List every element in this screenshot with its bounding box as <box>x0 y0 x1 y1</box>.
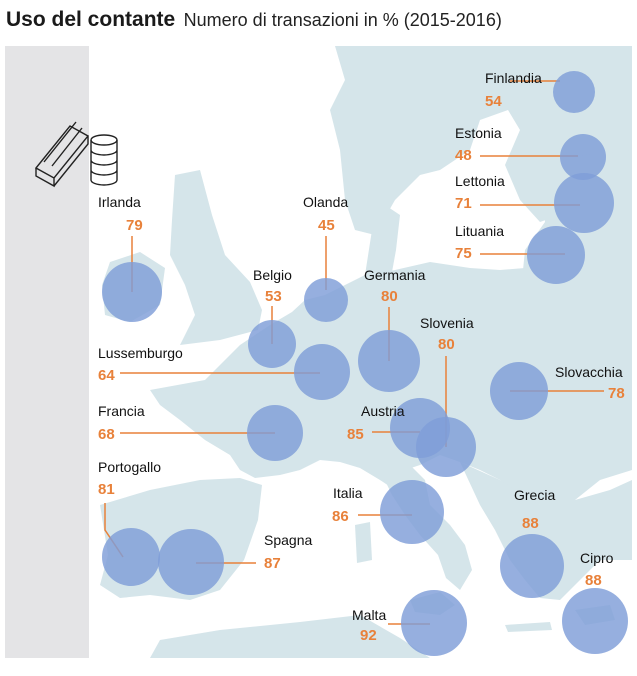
country-name-finlandia: Finlandia <box>485 70 542 86</box>
coin-stack-lines <box>90 140 118 186</box>
country-value-irlanda: 79 <box>126 217 143 234</box>
map-title: Uso del contante <box>6 8 176 31</box>
country-name-slovenia: Slovenia <box>420 315 474 331</box>
country-value-portogallo: 81 <box>98 481 115 498</box>
labels: Finlandia 54 Estonia 48 Lettonia 71 Lituania 75… <box>98 70 625 644</box>
country-value-slovacchia: 78 <box>608 385 625 402</box>
bubble-grecia <box>500 534 564 598</box>
cash-icon <box>34 121 118 188</box>
country-value-belgio: 53 <box>265 288 282 305</box>
land-great-britain <box>170 170 262 345</box>
country-value-finlandia: 54 <box>485 93 502 110</box>
country-name-lettonia: Lettonia <box>455 173 505 189</box>
country-value-malta: 92 <box>360 627 377 644</box>
bubble-lussemburgo <box>294 344 350 400</box>
bubble-lituania <box>527 226 585 284</box>
bubble-francia <box>247 405 303 461</box>
bubble-portogallo <box>102 528 160 586</box>
country-name-francia: Francia <box>98 403 145 419</box>
bubble-lettonia <box>554 173 614 233</box>
map-subtitle: Numero di transazioni in % (2015-2016) <box>183 10 502 30</box>
bubbles <box>102 71 628 656</box>
country-name-austria: Austria <box>361 403 405 419</box>
bubble-austria <box>390 398 450 458</box>
land-crete <box>505 622 552 632</box>
country-value-slovenia: 80 <box>438 336 455 353</box>
country-value-italia: 86 <box>332 508 349 525</box>
land-jutland <box>365 205 400 275</box>
country-value-estonia: 48 <box>455 147 472 164</box>
bubble-italia <box>380 480 444 544</box>
atlantic-panel <box>5 46 89 658</box>
country-value-germania: 80 <box>381 288 398 305</box>
country-name-spagna: Spagna <box>264 532 312 548</box>
bubble-finlandia <box>553 71 595 113</box>
country-value-grecia: 88 <box>522 515 539 532</box>
country-name-irlanda: Irlanda <box>98 194 141 210</box>
country-name-cipro: Cipro <box>580 550 614 566</box>
country-name-malta: Malta <box>352 607 386 623</box>
bubble-malta <box>401 590 467 656</box>
land-balkans <box>460 462 632 600</box>
bubble-slovacchia <box>490 362 548 420</box>
bubble-olanda <box>304 278 348 322</box>
country-value-olanda: 45 <box>318 217 335 234</box>
country-name-lussemburgo: Lussemburgo <box>98 345 183 361</box>
banknote-stack-icon <box>34 121 90 188</box>
country-name-slovacchia: Slovacchia <box>555 364 623 380</box>
country-name-portogallo: Portogallo <box>98 459 161 475</box>
country-value-lettonia: 71 <box>455 195 472 212</box>
country-value-lussemburgo: 64 <box>98 367 115 384</box>
bubble-estonia <box>560 134 606 180</box>
country-name-belgio: Belgio <box>253 267 292 283</box>
country-value-lituania: 75 <box>455 245 472 262</box>
header: Uso del contante Numero di transazioni i… <box>6 8 502 32</box>
bubble-belgio <box>248 320 296 368</box>
country-name-germania: Germania <box>364 267 426 283</box>
country-name-grecia: Grecia <box>514 487 555 503</box>
bubble-spagna <box>158 529 224 595</box>
country-value-austria: 85 <box>347 426 364 443</box>
country-value-spagna: 87 <box>264 555 281 572</box>
country-value-cipro: 88 <box>585 572 602 589</box>
land-sardinia <box>355 522 372 563</box>
country-name-estonia: Estonia <box>455 125 502 141</box>
bubble-cipro <box>562 588 628 654</box>
bubble-irlanda <box>102 262 162 322</box>
land-north-africa <box>150 615 430 658</box>
bubble-germania <box>358 330 420 392</box>
country-name-olanda: Olanda <box>303 194 348 210</box>
country-name-lituania: Lituania <box>455 223 504 239</box>
country-value-francia: 68 <box>98 426 115 443</box>
country-name-italia: Italia <box>333 485 363 501</box>
